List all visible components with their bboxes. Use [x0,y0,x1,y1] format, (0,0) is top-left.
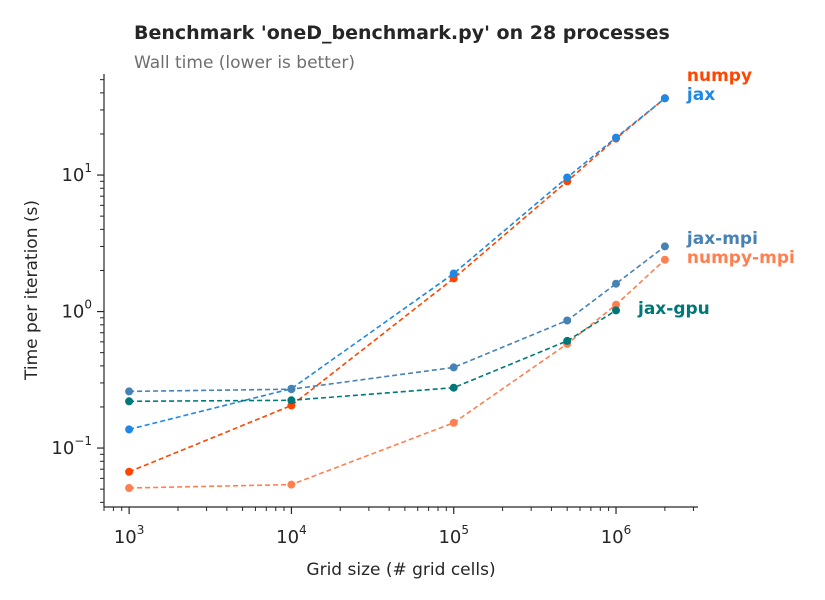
data-point [660,94,669,103]
data-point [125,425,134,434]
data-point [449,383,458,392]
series-jax-gpu [125,306,620,406]
data-point [287,396,296,405]
series-line [129,245,666,393]
x-axis-label: Grid size (# grid cells) [306,560,495,580]
axes: 103 104 105 106 10−1 100 101 [51,74,698,548]
series-label-jax-gpu: jax-gpu [637,299,710,319]
series-line [128,97,666,473]
x-tick-label: 105 [438,523,469,548]
x-ticks: 103 104 105 106 [103,507,694,548]
data-point [612,133,620,142]
y-tick-label: 10−1 [51,434,92,459]
series-label-numpy: numpy [687,66,752,86]
series-line [129,259,666,489]
data-point [449,363,458,372]
y-ticks: 10−1 100 101 [51,79,104,503]
series-label-jax-mpi: jax-mpi [686,229,758,249]
x-tick-label: 104 [276,523,307,548]
data-point [660,242,669,251]
data-point [449,269,458,278]
data-point [449,418,458,427]
y-axis-label: Time per iteration (s) [22,200,42,381]
data-point [287,385,296,394]
data-point [563,336,572,345]
series-line [129,309,617,403]
y-tick-label: 100 [61,298,92,323]
series-jax-mpi [125,242,669,396]
data-point [612,300,620,309]
series-layer [125,94,669,492]
data-point [125,397,134,406]
y-tick-label: 101 [61,161,92,186]
data-point [125,467,134,476]
data-point [612,279,620,288]
chart-subtitle: Wall time (lower is better) [134,53,355,73]
series-label-numpy-mpi: numpy-mpi [687,248,795,268]
series-line [128,97,666,431]
chart-title: Benchmark 'oneD_benchmark.py' on 28 proc… [134,22,670,44]
series-numpy-mpi [125,255,669,492]
data-point [287,480,296,489]
data-point [612,306,620,315]
data-point [563,316,572,325]
series-label-jax: jax [686,85,715,105]
x-tick-label: 106 [601,523,632,548]
data-point [563,173,572,182]
data-point [125,387,134,396]
series-numpy [125,94,669,476]
x-tick-label: 103 [114,523,145,548]
data-point [125,484,134,492]
series-jax [125,94,669,434]
data-point [660,255,669,264]
